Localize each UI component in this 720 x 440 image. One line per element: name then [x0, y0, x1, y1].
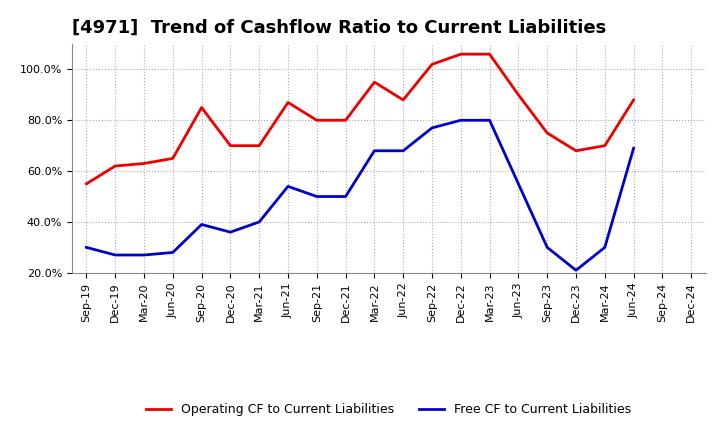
Operating CF to Current Liabilities	[370, 80, 379, 85]
Free CF to Current Liabilities	[428, 125, 436, 131]
Free CF to Current Liabilities	[255, 219, 264, 224]
Operating CF to Current Liabilities	[284, 100, 292, 105]
Operating CF to Current Liabilities	[514, 92, 523, 98]
Text: [4971]  Trend of Cashflow Ratio to Current Liabilities: [4971] Trend of Cashflow Ratio to Curren…	[72, 19, 606, 37]
Free CF to Current Liabilities	[82, 245, 91, 250]
Free CF to Current Liabilities	[600, 245, 609, 250]
Free CF to Current Liabilities	[456, 117, 465, 123]
Line: Operating CF to Current Liabilities: Operating CF to Current Liabilities	[86, 54, 634, 184]
Free CF to Current Liabilities	[341, 194, 350, 199]
Operating CF to Current Liabilities	[82, 181, 91, 187]
Operating CF to Current Liabilities	[111, 163, 120, 169]
Free CF to Current Liabilities	[226, 230, 235, 235]
Operating CF to Current Liabilities	[226, 143, 235, 148]
Operating CF to Current Liabilities	[399, 97, 408, 103]
Free CF to Current Liabilities	[168, 250, 177, 255]
Operating CF to Current Liabilities	[543, 130, 552, 136]
Operating CF to Current Liabilities	[255, 143, 264, 148]
Free CF to Current Liabilities	[514, 181, 523, 187]
Free CF to Current Liabilities	[140, 253, 148, 258]
Free CF to Current Liabilities	[312, 194, 321, 199]
Operating CF to Current Liabilities	[629, 97, 638, 103]
Free CF to Current Liabilities	[284, 184, 292, 189]
Line: Free CF to Current Liabilities: Free CF to Current Liabilities	[86, 120, 634, 270]
Operating CF to Current Liabilities	[572, 148, 580, 154]
Free CF to Current Liabilities	[629, 146, 638, 151]
Operating CF to Current Liabilities	[168, 156, 177, 161]
Free CF to Current Liabilities	[370, 148, 379, 154]
Operating CF to Current Liabilities	[197, 105, 206, 110]
Operating CF to Current Liabilities	[312, 117, 321, 123]
Free CF to Current Liabilities	[572, 268, 580, 273]
Operating CF to Current Liabilities	[341, 117, 350, 123]
Legend: Operating CF to Current Liabilities, Free CF to Current Liabilities: Operating CF to Current Liabilities, Fre…	[141, 398, 636, 421]
Free CF to Current Liabilities	[111, 253, 120, 258]
Free CF to Current Liabilities	[543, 245, 552, 250]
Operating CF to Current Liabilities	[428, 62, 436, 67]
Free CF to Current Liabilities	[399, 148, 408, 154]
Operating CF to Current Liabilities	[456, 51, 465, 57]
Operating CF to Current Liabilities	[600, 143, 609, 148]
Free CF to Current Liabilities	[485, 117, 494, 123]
Operating CF to Current Liabilities	[140, 161, 148, 166]
Free CF to Current Liabilities	[197, 222, 206, 227]
Operating CF to Current Liabilities	[485, 51, 494, 57]
